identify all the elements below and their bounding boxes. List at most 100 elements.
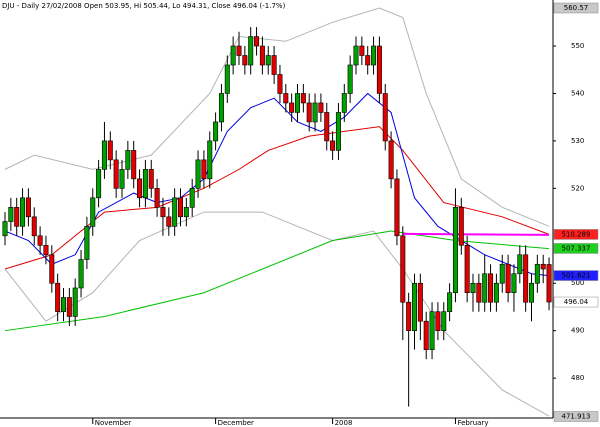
- candle-body: [447, 292, 453, 313]
- candle-body: [429, 311, 435, 350]
- candle-body: [201, 159, 207, 180]
- candle-body: [435, 311, 441, 331]
- candle-body: [324, 112, 330, 142]
- candle-body: [528, 282, 534, 303]
- candle-body: [14, 207, 20, 227]
- candle-body: [388, 140, 394, 180]
- overlay-line: [4, 126, 550, 270]
- candle-body: [189, 188, 195, 208]
- candle-body: [470, 282, 476, 294]
- candle-body: [125, 150, 131, 170]
- candle-body: [137, 178, 143, 199]
- x-tick-label: 2008: [335, 419, 353, 427]
- candle-body: [2, 221, 8, 237]
- candle-body: [78, 259, 84, 289]
- level-label: 496.04: [564, 298, 589, 306]
- chart-title: DJU - Daily 27/02/2008 Open 503.95, Hi 5…: [2, 2, 286, 10]
- candle-body: [300, 93, 306, 104]
- overlay-line: [402, 232, 550, 236]
- candle-body: [505, 263, 511, 294]
- candle-body: [43, 244, 49, 256]
- candle-body: [218, 93, 224, 123]
- candle-body: [312, 102, 318, 123]
- candle-body: [37, 235, 43, 246]
- candle-body: [488, 273, 494, 303]
- y-tick-label: 520: [571, 184, 584, 192]
- candle-body: [183, 207, 189, 218]
- y-tick-label: 500: [571, 279, 584, 287]
- candle-body: [499, 263, 505, 284]
- candle-body: [119, 169, 125, 189]
- candle-body: [248, 36, 254, 66]
- candle-body: [283, 93, 289, 104]
- level-label: 501.621: [562, 272, 591, 280]
- candle-body: [254, 36, 260, 47]
- candle-body: [113, 159, 119, 189]
- candle-body: [31, 216, 37, 237]
- level-label: 507.337: [562, 244, 591, 252]
- candle-body: [277, 74, 283, 94]
- y-tick-label: 530: [571, 137, 584, 145]
- candle-body: [60, 297, 66, 313]
- candle-body: [107, 140, 113, 161]
- candle-body: [213, 121, 219, 142]
- candle-body: [318, 102, 324, 113]
- candle-body: [423, 320, 429, 350]
- candle-body: [306, 102, 312, 123]
- candle-body: [20, 197, 26, 227]
- candle-body: [382, 93, 388, 142]
- level-label-box: [553, 243, 599, 254]
- candle-body: [371, 45, 377, 66]
- level-label: 471.913: [562, 413, 591, 421]
- candle-body: [101, 140, 107, 170]
- candle-body: [265, 55, 271, 66]
- candle-body: [476, 282, 482, 303]
- candle-body: [131, 150, 137, 180]
- x-tick-label: February: [457, 419, 488, 427]
- candle-body: [335, 112, 341, 151]
- candle-body: [259, 45, 265, 66]
- candle-body: [441, 311, 447, 331]
- candle-body: [540, 263, 546, 270]
- candle-body: [534, 263, 540, 284]
- candle-body: [148, 169, 154, 189]
- candle-body: [142, 169, 148, 199]
- candle-body: [511, 273, 517, 294]
- overlay-line: [4, 211, 550, 417]
- candle-body: [400, 235, 406, 303]
- candle-body: [66, 297, 72, 317]
- candle-body: [224, 64, 230, 94]
- x-tick-label: December: [218, 419, 254, 427]
- candle-body: [411, 282, 417, 331]
- candle-body: [493, 282, 499, 303]
- candle-body: [365, 55, 371, 66]
- level-label-box: [553, 296, 599, 308]
- candle-body: [458, 207, 464, 246]
- candle-body: [417, 282, 423, 322]
- level-label: 560.57: [564, 4, 589, 12]
- level-label-box: [553, 2, 599, 14]
- candle-body: [359, 45, 365, 56]
- candle-body: [230, 45, 236, 66]
- y-tick-label: 490: [571, 327, 584, 335]
- candle-body: [394, 178, 400, 237]
- candle-body: [452, 207, 458, 294]
- candle-body: [482, 273, 488, 303]
- candle-body: [330, 140, 336, 151]
- x-tick-label: November: [95, 419, 132, 427]
- y-tick-label: 480: [571, 374, 584, 382]
- candle-body: [195, 159, 201, 189]
- candle-body: [353, 45, 359, 66]
- candle-body: [347, 64, 353, 94]
- y-tick-label: 550: [571, 42, 584, 50]
- candle-body: [464, 244, 470, 294]
- candle-body: [55, 282, 61, 313]
- candle-body: [154, 188, 160, 208]
- candle-body: [289, 102, 295, 113]
- candle-body: [376, 45, 382, 94]
- candle-body: [72, 287, 78, 317]
- candle-body: [271, 55, 277, 75]
- candle-body: [236, 45, 242, 56]
- candle-body: [242, 55, 248, 66]
